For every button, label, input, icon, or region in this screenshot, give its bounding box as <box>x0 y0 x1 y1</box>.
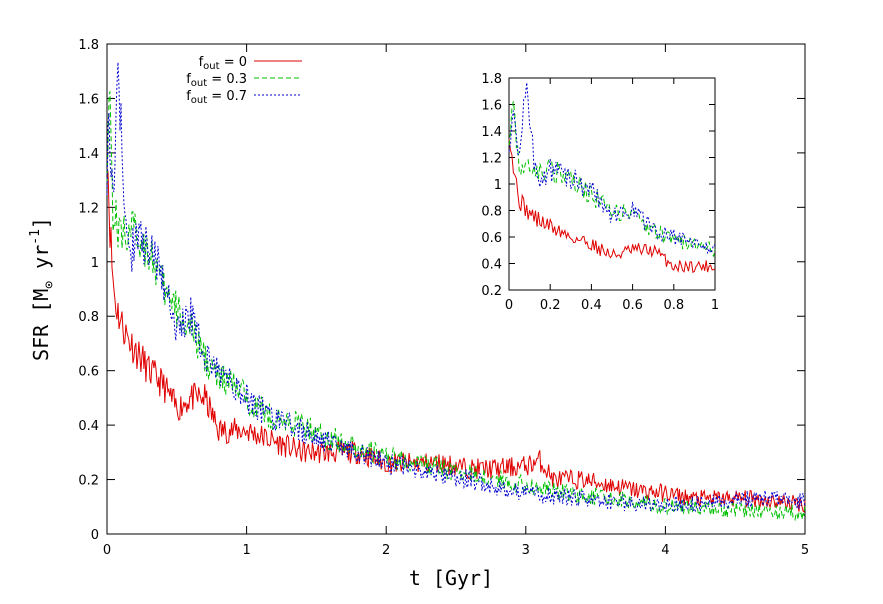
inset-x-tick-label: 1 <box>711 298 719 313</box>
inset-frame <box>508 77 716 291</box>
inset-y-tick-label: 0.4 <box>481 258 502 273</box>
inset-series-line-2 <box>508 101 716 257</box>
series-line-1 <box>106 169 806 513</box>
main-axes: 0 1 2 3 4 500.20.40.60.811.21.41.61.8 <box>78 38 809 558</box>
y-tick-label: 1.8 <box>78 38 99 53</box>
inset-y-tick-label: 0.8 <box>481 205 502 220</box>
legend-label-3: fout = 0.7 <box>186 89 247 106</box>
y-tick-label: 1.4 <box>78 147 99 162</box>
x-tick-label: 4 <box>661 543 669 558</box>
series-line-2 <box>106 91 806 522</box>
inset-x-tick-label: 0.6 <box>622 298 643 313</box>
plot-frame <box>106 43 806 535</box>
y-tick-label: 1.6 <box>78 92 99 107</box>
x-tick-label: 2 <box>382 543 390 558</box>
y-axis-title-sup: -1 <box>28 229 43 245</box>
y-axis-title-unit: yr <box>29 245 53 281</box>
inset-y-tick-label: 1.8 <box>481 72 502 87</box>
legend-label-1: fout = 0 <box>199 55 247 72</box>
inset-y-tick-label: 0.2 <box>481 284 502 299</box>
legend-label-2: fout = 0.3 <box>186 72 247 89</box>
y-tick-label: 0.8 <box>78 310 99 325</box>
y-tick-label: 0.6 <box>78 365 99 380</box>
y-tick-label: 0 <box>91 528 99 543</box>
inset-y-tick-label: 0.6 <box>481 231 502 246</box>
y-axis-title-main: SFR [M <box>29 289 53 361</box>
x-tick-label: 1 <box>242 543 250 558</box>
y-axis-title: SFR [M⊙ yr-1] <box>28 217 57 361</box>
y-axis-title-sub: ⊙ <box>42 281 57 289</box>
inset-x-tick-label: 0.4 <box>581 298 602 313</box>
inset-y-tick-label: 1 <box>494 178 502 193</box>
y-tick-label: 0.4 <box>78 419 99 434</box>
x-tick-label: 0 <box>103 543 111 558</box>
y-tick-label: 0.2 <box>78 474 99 489</box>
inset-series-line-1 <box>508 139 716 274</box>
inset-y-tick-label: 1.2 <box>481 152 502 167</box>
inset-x-tick-label: 0.2 <box>540 298 561 313</box>
x-tick-label: 3 <box>522 543 530 558</box>
inset-series-group <box>508 82 716 274</box>
y-tick-label: 1.2 <box>78 201 99 216</box>
y-tick-label: 1 <box>91 256 99 271</box>
inset-y-tick-label: 1.6 <box>481 99 502 114</box>
inset-x-tick-label: 0.8 <box>663 298 684 313</box>
inset-y-tick-label: 1.4 <box>481 125 502 140</box>
main-series-group <box>106 62 806 522</box>
inset-x-tick-label: 0 <box>505 298 513 313</box>
x-axis-title: t [Gyr] <box>409 566 493 590</box>
series-line-3 <box>106 62 806 513</box>
x-tick-label: 5 <box>801 543 809 558</box>
y-axis-title-close: ] <box>29 217 53 229</box>
inset-series-line-3 <box>508 82 716 255</box>
inset-axes: 0 0.2 0.4 0.6 0.8 10.20.40.60.811.21.41.61.8 <box>481 72 719 313</box>
